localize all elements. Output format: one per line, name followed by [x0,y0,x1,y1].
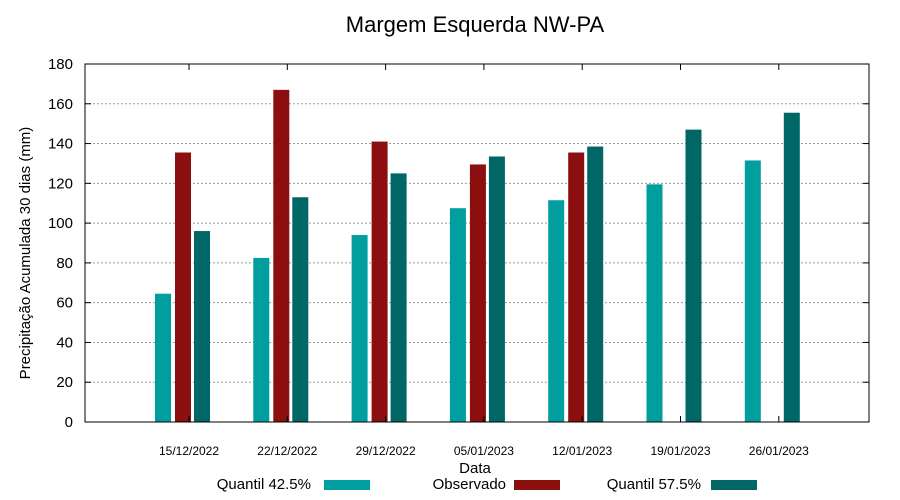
y-tick-label: 40 [56,334,73,351]
x-tick-label: 05/01/2023 [454,444,514,458]
bar-observado [568,152,585,422]
bar-observado [273,89,290,422]
bar-quantil-42-5 [351,235,368,422]
bar-observado [371,141,388,423]
legend-swatch [324,480,370,490]
bar-quantil-57-5 [783,112,800,422]
bar-quantil-42-5 [155,293,171,422]
y-tick-label: 160 [48,96,73,113]
bar-quantil-57-5 [292,197,309,422]
x-axis-label: Data [459,460,491,477]
y-tick-label: 100 [48,215,73,232]
chart-title: Margem Esquerda NW-PA [346,12,605,37]
legend-label: Quantil 42.5% [217,476,311,493]
legend: Quantil 42.5% Observado Quantil 57.5% [217,476,757,493]
bar-quantil-57-5 [587,146,604,423]
x-tick-label: 15/12/2022 [159,444,219,458]
bar-quantil-42-5 [449,208,466,422]
bars [155,89,800,423]
x-tick-label: 29/12/2022 [356,444,416,458]
y-axis: 0 20 40 60 80 100 120 140 160 180 [48,56,869,431]
bar-observado [175,152,191,422]
legend-swatch [711,480,757,490]
bar-quantil-57-5 [488,156,505,422]
bar-quantil-57-5 [685,129,702,422]
legend-swatch [514,480,560,490]
bar-quantil-42-5 [744,160,761,422]
y-tick-label: 0 [65,414,73,431]
x-axis: 15/12/2022 22/12/2022 29/12/2022 05/01/2023… [159,64,809,458]
x-tick-label: 19/01/2023 [650,444,710,458]
y-tick-label: 140 [48,136,73,153]
bar-quantil-57-5 [390,173,407,422]
x-tick-label: 26/01/2023 [749,444,809,458]
bar-quantil-42-5 [548,200,565,422]
bar-quantil-42-5 [646,184,663,422]
bar-observado [469,164,486,422]
y-tick-label: 20 [56,374,73,391]
legend-label: Observado [433,476,506,493]
x-tick-label: 12/01/2023 [552,444,612,458]
plot-frame [84,63,870,423]
y-tick-label: 180 [48,56,73,73]
bar-quantil-42-5 [253,257,270,422]
y-tick-label: 60 [56,295,73,312]
y-tick-label: 120 [48,175,73,192]
y-axis-label: Precipitação Acumulada 30 dias (mm) [17,127,34,380]
y-tick-label: 80 [56,255,73,272]
legend-label: Quantil 57.5% [607,476,701,493]
bar-quantil-57-5 [194,231,210,422]
x-tick-label: 22/12/2022 [257,444,317,458]
